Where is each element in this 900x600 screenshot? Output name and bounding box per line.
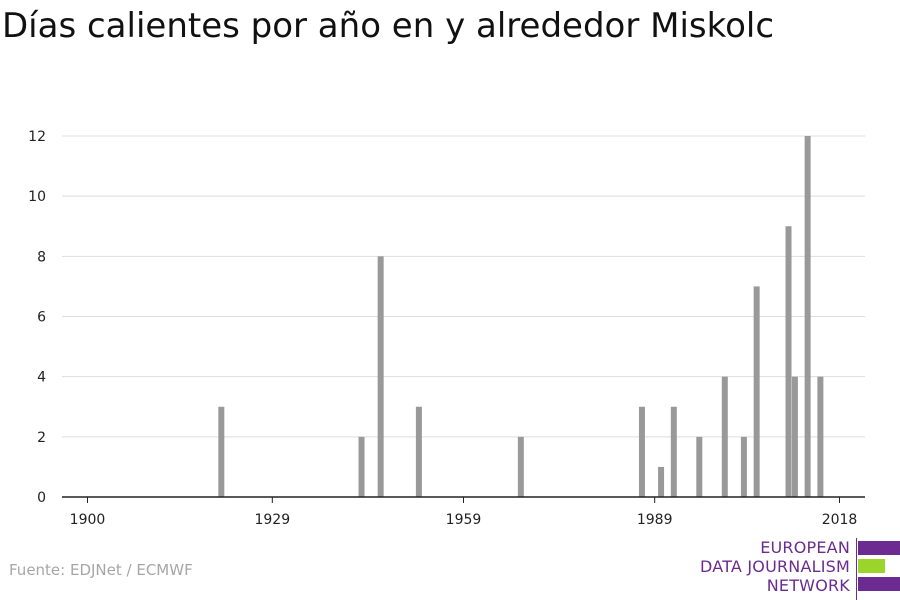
source-note: Fuente: EDJNet / ECMWF (9, 561, 193, 579)
logo-bar-green (858, 559, 885, 573)
y-tick-label-0: 0 (37, 490, 46, 506)
bar-2000 (721, 376, 728, 497)
bar-1996 (696, 436, 703, 497)
y-tick-label-6: 6 (37, 310, 46, 326)
logo-bar-purple-top (858, 541, 900, 555)
bar-1992 (670, 406, 677, 497)
chart-title: Días calientes por año en y alrededor Mi… (2, 6, 775, 46)
bars (218, 136, 824, 497)
bar-2011 (791, 376, 798, 497)
x-tick-label-1929: 1929 (254, 512, 290, 528)
x-axis-ticks: 1900 1929 1959 1989 2018 (70, 497, 858, 528)
bar-1952 (415, 406, 422, 497)
bar-2013 (804, 136, 811, 497)
edjnet-logo[interactable]: EUROPEAN DATA JOURNALISM NETWORK (700, 538, 900, 600)
grid-lines (62, 135, 865, 438)
bar-2010 (785, 226, 792, 497)
y-tick-label-2: 2 (37, 430, 46, 446)
y-tick-label-8: 8 (37, 249, 46, 265)
bar-1943 (358, 436, 365, 497)
bar-1946 (377, 256, 384, 497)
bar-1987 (638, 406, 645, 497)
bar-2015 (817, 376, 824, 497)
x-tick-label-2018: 2018 (822, 512, 858, 528)
logo-divider (856, 538, 857, 600)
x-tick-label-1900: 1900 (70, 512, 106, 528)
y-axis-ticks: 0 2 4 6 8 10 12 (28, 129, 46, 506)
y-tick-label-10: 10 (28, 189, 46, 205)
bar-2003 (740, 436, 747, 497)
logo-line-data-journalism: DATA JOURNALISM (700, 557, 850, 576)
logo-line-network: NETWORK (766, 576, 850, 595)
logo-bar-purple-bottom (858, 577, 900, 591)
x-tick-label-1959: 1959 (446, 512, 482, 528)
x-tick-label-1989: 1989 (637, 512, 673, 528)
bar-1968 (517, 436, 524, 497)
y-tick-label-4: 4 (37, 370, 46, 386)
bar-1921 (218, 406, 225, 497)
y-tick-label-12: 12 (28, 129, 46, 145)
bar-1990 (658, 466, 665, 497)
bar-2005 (753, 286, 760, 497)
logo-line-european: EUROPEAN (760, 538, 850, 557)
